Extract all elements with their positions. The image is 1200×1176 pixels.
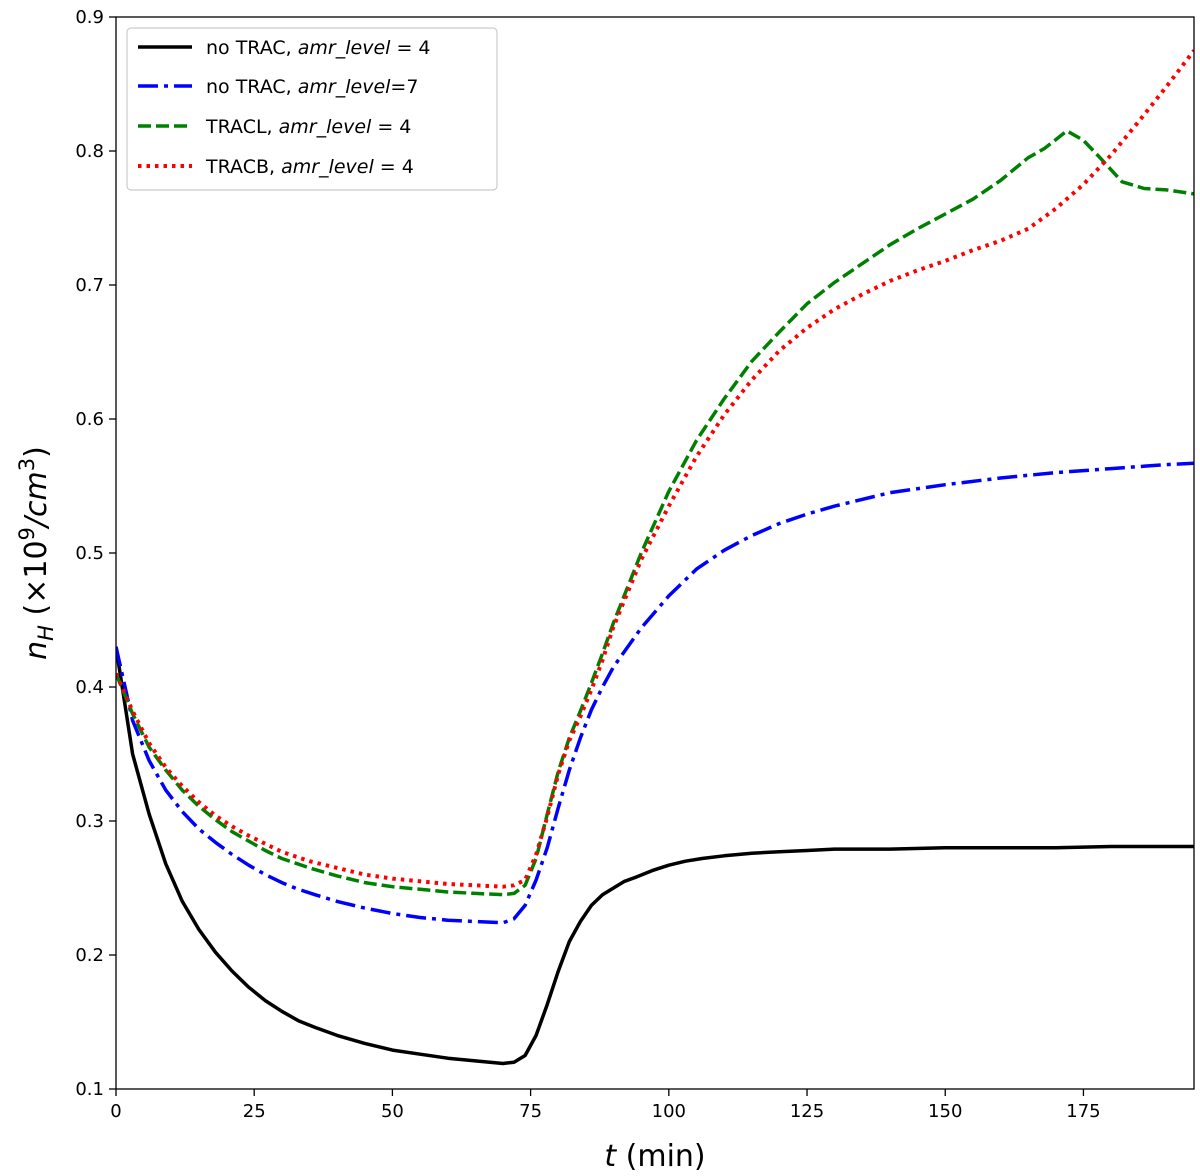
- x-tick-label-3: 75: [519, 1101, 542, 1122]
- y-axis-label-var: n: [19, 641, 54, 660]
- y-axis-label-unit: /cm: [19, 471, 54, 530]
- y-tick-label-4: 0.5: [75, 543, 104, 564]
- y-tick-label-7: 0.8: [75, 141, 104, 162]
- y-tick-label-3: 0.4: [75, 677, 104, 698]
- x-tick-label-5: 125: [790, 1101, 824, 1122]
- x-axis-label-var: t: [604, 1139, 617, 1174]
- y-tick-label-1: 0.2: [75, 945, 104, 966]
- series-line-0: [116, 646, 1194, 1066]
- legend-entry-1: no TRAC, amr_level=7: [206, 76, 418, 98]
- legend-entry-0: no TRAC, amr_level = 4: [206, 37, 431, 59]
- x-axis-label: t (min): [604, 1139, 705, 1174]
- x-tick-label-2: 50: [381, 1101, 404, 1122]
- y-axis-label-prefix: (×10: [19, 540, 54, 615]
- x-tick-label-1: 25: [243, 1101, 266, 1122]
- x-tick-label-7: 175: [1066, 1101, 1100, 1122]
- legend: no TRAC, amr_level = 4 no TRAC, amr_leve…: [126, 27, 498, 191]
- x-tick-label-6: 150: [928, 1101, 962, 1122]
- y-axis-label-sub: H: [34, 625, 58, 641]
- y-axis-label-unit-exp: 3: [15, 458, 39, 471]
- legend-entry-2: TRACL, amr_level = 4: [205, 116, 411, 138]
- y-tick-label-6: 0.7: [75, 275, 104, 296]
- ticks-layer: 0 25 50 75 100 125 150 175 0.1 0.2 0.3 0.4 0.5 0.6 0.7…: [75, 7, 1100, 1122]
- series-line-2: [116, 129, 1194, 897]
- y-axis-label-suffix: ): [19, 446, 54, 458]
- legend-frame: [126, 27, 498, 191]
- y-axis-label: nH (×109/cm3): [15, 446, 58, 660]
- legend-entry-3: TRACB, amr_level = 4: [205, 156, 414, 178]
- series-line-1: [116, 461, 1194, 925]
- y-tick-label-5: 0.6: [75, 409, 104, 430]
- x-tick-label-4: 100: [652, 1101, 686, 1122]
- x-axis-label-unit: (min): [626, 1139, 706, 1174]
- series-layer: [116, 49, 1194, 1066]
- y-axis-label-exp: 9: [15, 527, 39, 540]
- y-tick-label-2: 0.3: [75, 811, 104, 832]
- y-tick-label-8: 0.9: [75, 7, 104, 28]
- x-tick-label-0: 0: [110, 1101, 121, 1122]
- y-tick-label-0: 0.1: [75, 1079, 104, 1100]
